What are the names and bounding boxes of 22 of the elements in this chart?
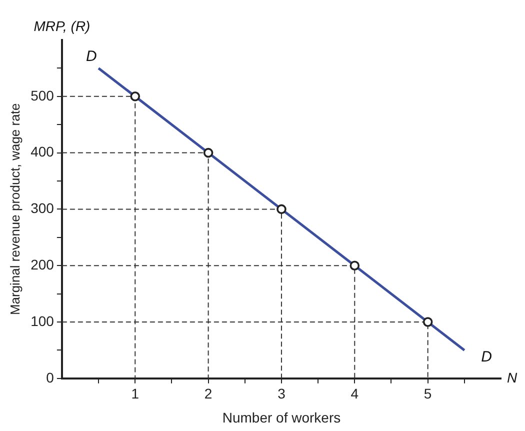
x-tick-label: 5	[424, 386, 432, 402]
y-tick-label: 500	[30, 87, 54, 104]
point	[276, 204, 286, 214]
y-tick-label: 200	[30, 256, 54, 272]
x-tick-label: 2	[204, 386, 212, 402]
text: MRP, (R)	[34, 18, 90, 34]
point	[130, 92, 140, 102]
x-tick-label: 4	[350, 386, 359, 402]
point	[422, 317, 433, 327]
x-tick-label: 3	[278, 386, 286, 402]
text: N	[507, 369, 518, 386]
annotation: D	[86, 48, 97, 66]
y-tick-label: 400	[30, 144, 54, 160]
y-tick-label: 300	[30, 200, 54, 216]
x-axis-title: Number of workers	[222, 409, 341, 426]
x-tick-label: 1	[131, 386, 140, 402]
annotation: D	[481, 348, 492, 366]
y-tick-label: 100	[30, 312, 54, 329]
y-axis-title: Marginal revenue product, wage rate	[7, 103, 22, 316]
y-tick-label: 0	[46, 369, 54, 386]
point	[350, 260, 360, 270]
point	[203, 148, 214, 158]
